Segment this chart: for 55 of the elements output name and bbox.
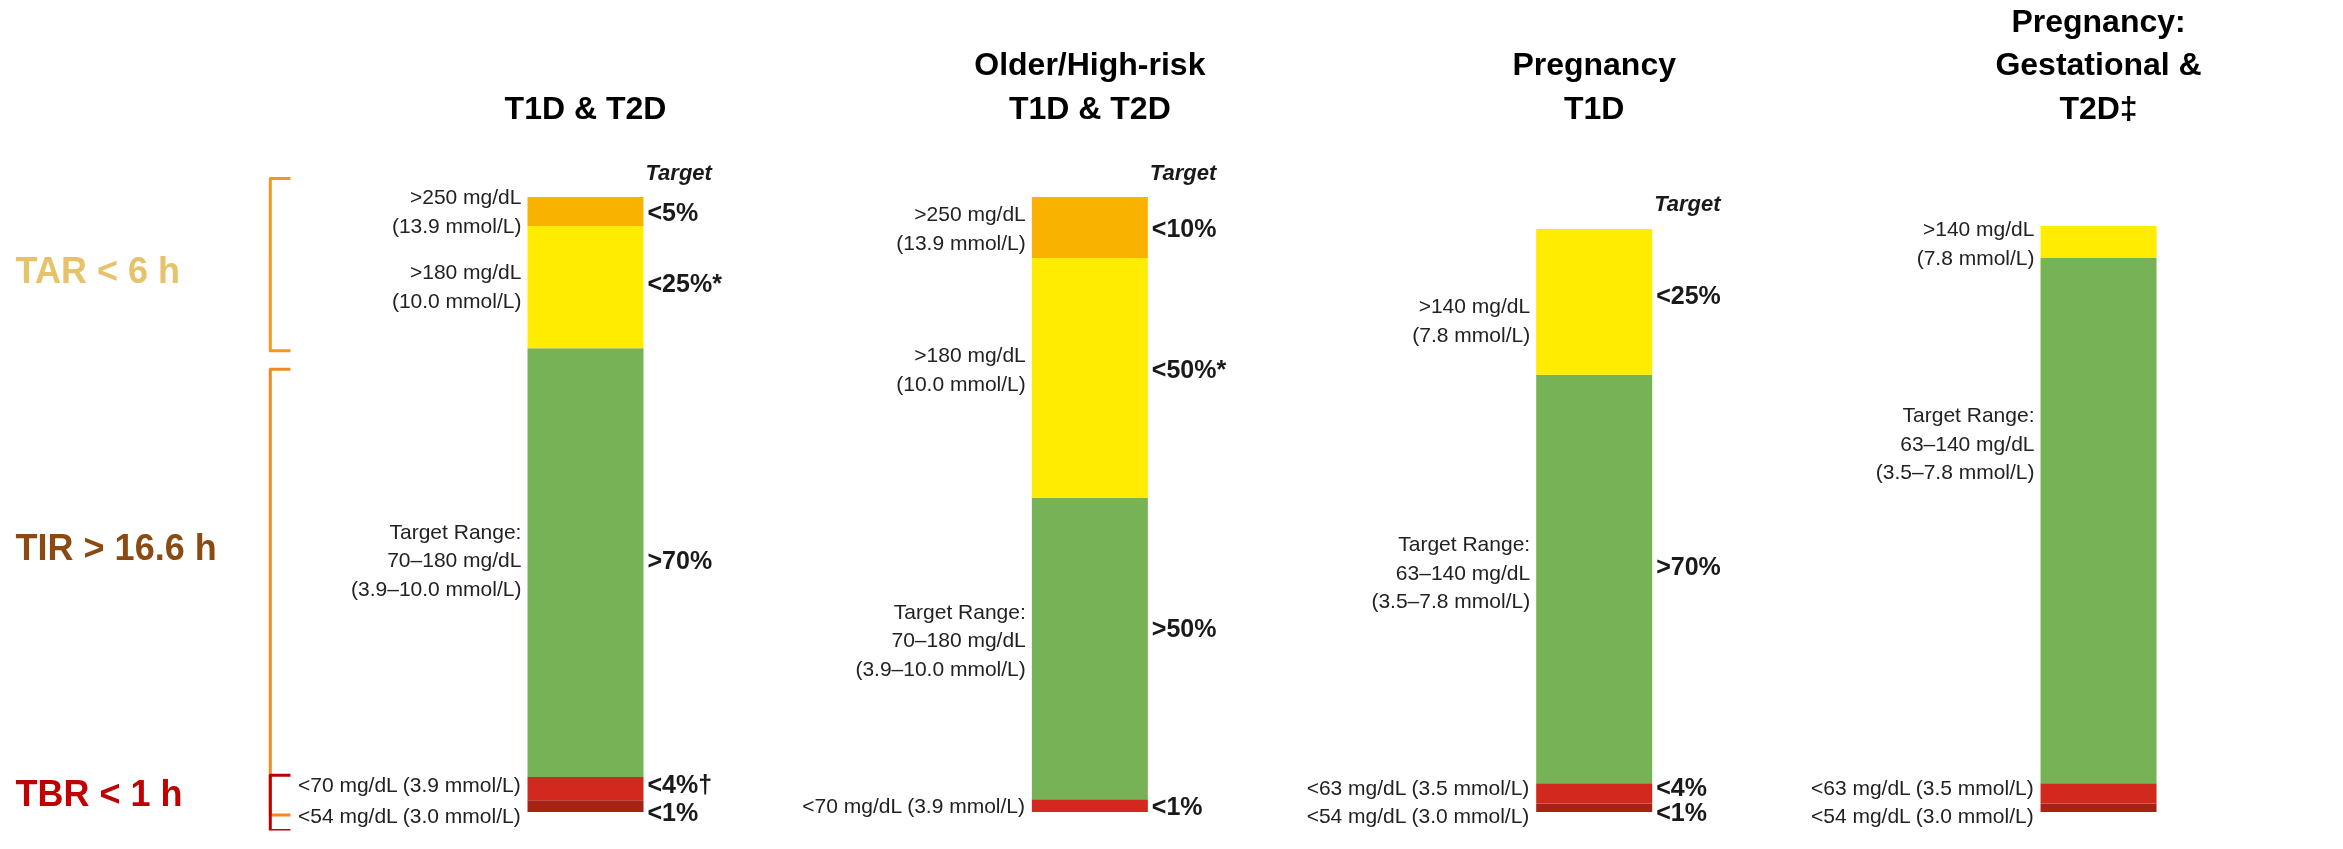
annotation: >70% <box>1656 552 1721 581</box>
text: Target <box>1149 159 1218 185</box>
text: TAR < 6 h <box>15 250 180 292</box>
annotation: Target Range: 70–180 mg/dL (3.9–10.0 mmol/L) <box>855 599 1026 681</box>
annotation: <50%* <box>1151 355 1227 384</box>
bar <box>1536 783 1653 804</box>
bar <box>1536 803 1653 813</box>
bar <box>2040 803 2157 813</box>
annotation: >140 mg/dL (7.8 mmol/L) <box>1916 217 2035 270</box>
annotation: <54 mg/dL (3.0 mmol/L) <box>1306 803 1530 827</box>
bar <box>527 348 644 777</box>
text: TIR > 16.6 h <box>15 527 217 569</box>
annotation: <10% <box>1151 213 1217 242</box>
annotation: <25%* <box>647 269 723 298</box>
text: Target <box>645 159 714 185</box>
annotation: Target Range: 63–140 mg/dL (3.5–7.8 mmol/L) <box>1371 531 1531 613</box>
bar <box>527 800 644 813</box>
bar <box>1031 497 1148 800</box>
annotation: Target Range: 63–140 mg/dL (3.5–7.8 mmol/L) <box>1875 402 2035 484</box>
annotation: <4%† <box>647 770 713 799</box>
bar <box>527 225 644 349</box>
annotation: <63 mg/dL (3.5 mmol/L) <box>1810 775 2034 799</box>
annotation: <25% <box>1656 281 1721 310</box>
annotation: <54 mg/dL (3.0 mmol/L) <box>1810 803 2034 827</box>
bar <box>1031 799 1148 813</box>
annotation: >250 mg/dL (13.9 mmol/L) <box>896 201 1026 254</box>
annotation: <70 mg/dL (3.9 mmol/L) <box>297 772 521 796</box>
bar <box>527 197 644 226</box>
x-tick-label: T1D & T2D <box>504 89 667 126</box>
annotation: Target Range: 70–180 mg/dL (3.9–10.0 mmol/L) <box>351 519 522 601</box>
annotation: >180 mg/dL (10.0 mmol/L) <box>391 260 522 313</box>
bar <box>1536 228 1653 375</box>
x-tick-label: Pregnancy: Gestational & T2D‡ <box>1995 3 2202 126</box>
annotation: <63 mg/dL (3.5 mmol/L) <box>1306 775 1530 799</box>
bar <box>2040 225 2157 258</box>
annotation: >70% <box>647 545 713 574</box>
bar <box>2040 257 2157 784</box>
bar <box>2040 783 2157 804</box>
bar <box>527 776 644 801</box>
annotation: <1% <box>1151 791 1203 820</box>
text: TBR < 1 h <box>15 773 183 815</box>
annotation: >250 mg/dL (13.9 mmol/L) <box>391 185 522 238</box>
annotation: >50% <box>1151 613 1217 642</box>
bar <box>1031 197 1148 258</box>
annotation: <70 mg/dL (3.9 mmol/L) <box>802 794 1026 818</box>
bar <box>1536 374 1653 784</box>
annotation: Target <box>1654 190 1723 216</box>
annotation: <54 mg/dL (3.0 mmol/L) <box>297 803 521 827</box>
x-tick-label: Pregnancy T1D <box>1512 46 1677 126</box>
annotation: <5% <box>647 198 699 227</box>
annotation: <1% <box>647 798 699 827</box>
x-tick-label: Older/High-risk T1D & T2D <box>974 46 1206 126</box>
annotation: >180 mg/dL (10.0 mmol/L) <box>896 343 1026 396</box>
annotation: >140 mg/dL (7.8 mmol/L) <box>1412 294 1531 346</box>
bar <box>1031 257 1148 498</box>
